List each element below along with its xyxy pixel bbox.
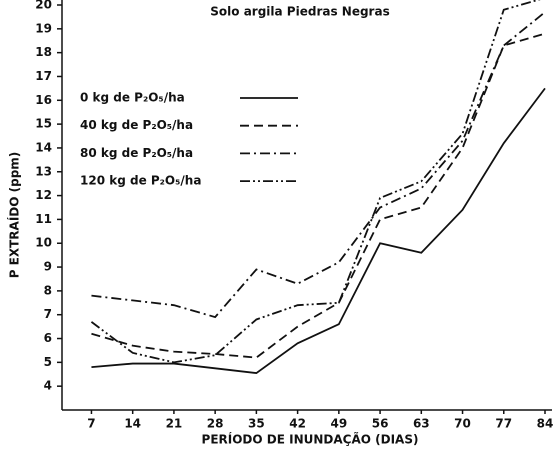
legend-label: 40 kg de P₂O₅/ha xyxy=(80,118,193,132)
y-tick-label: 10 xyxy=(35,236,52,250)
x-tick-label: 21 xyxy=(166,417,183,431)
y-tick-label: 15 xyxy=(35,117,52,131)
y-tick-label: 8 xyxy=(44,283,52,297)
legend-label: 80 kg de P₂O₅/ha xyxy=(80,146,193,160)
y-tick-label: 4 xyxy=(44,379,52,393)
y-tick-label: 11 xyxy=(35,212,52,226)
y-tick-label: 16 xyxy=(35,93,52,107)
data-line xyxy=(91,11,546,319)
x-tick-label: 35 xyxy=(248,417,265,431)
y-axis-label: P EXTRAÍDO (ppm) xyxy=(7,152,22,279)
y-tick-label: 19 xyxy=(35,21,52,35)
x-tick-label: 14 xyxy=(124,417,141,431)
x-tick-label: 63 xyxy=(413,417,430,431)
y-tick-label: 13 xyxy=(35,164,52,178)
x-tick-label: 77 xyxy=(495,417,512,431)
x-tick-label: 28 xyxy=(207,417,224,431)
x-tick-label: 7 xyxy=(87,417,95,431)
x-tick-label: 84 xyxy=(537,417,554,431)
data-line xyxy=(90,0,541,364)
chart-title: Solo argila Piedras Negras xyxy=(210,5,389,19)
legend-label: 120 kg de P₂O₅/ha xyxy=(80,174,201,188)
x-axis-label: PERÍODO DE INUNDAÇÃO (DIAS) xyxy=(202,432,419,447)
y-tick-label: 17 xyxy=(35,69,52,83)
x-tick-label: 56 xyxy=(372,417,389,431)
y-tick-label: 7 xyxy=(44,307,52,321)
y-tick-label: 14 xyxy=(35,140,52,154)
y-tick-label: 5 xyxy=(44,355,52,369)
y-tick-label: 12 xyxy=(35,188,52,202)
data-line xyxy=(91,32,546,359)
data-line xyxy=(91,87,546,375)
x-tick-label: 42 xyxy=(289,417,306,431)
x-tick-label: 70 xyxy=(454,417,471,431)
y-tick-label: 9 xyxy=(44,260,52,274)
y-tick-label: 6 xyxy=(44,331,52,345)
x-tick-label: 49 xyxy=(330,417,347,431)
y-tick-label: 18 xyxy=(35,45,52,59)
legend-label: 0 kg de P₂O₅/ha xyxy=(80,91,185,105)
y-tick-label: 20 xyxy=(35,0,52,12)
